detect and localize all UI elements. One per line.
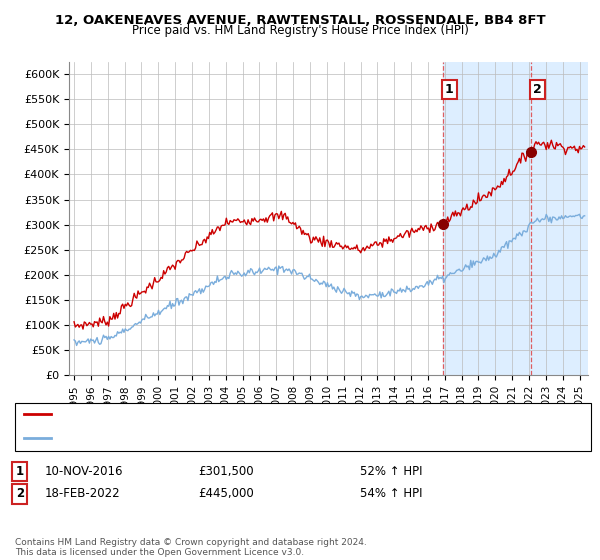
Text: 18-FEB-2022: 18-FEB-2022	[45, 487, 121, 501]
Text: £301,500: £301,500	[198, 465, 254, 478]
Text: 12, OAKENEAVES AVENUE, RAWTENSTALL, ROSSENDALE, BB4 8FT: 12, OAKENEAVES AVENUE, RAWTENSTALL, ROSS…	[55, 14, 545, 27]
Text: 1: 1	[16, 465, 24, 478]
Text: HPI: Average price, detached house, Rossendale: HPI: Average price, detached house, Ross…	[57, 433, 309, 444]
Text: £445,000: £445,000	[198, 487, 254, 501]
Text: 2: 2	[533, 83, 542, 96]
Bar	[443, 62, 531, 375]
Text: 54% ↑ HPI: 54% ↑ HPI	[360, 487, 422, 501]
Text: Price paid vs. HM Land Registry's House Price Index (HPI): Price paid vs. HM Land Registry's House …	[131, 24, 469, 37]
Text: 1: 1	[445, 83, 454, 96]
Text: 10-NOV-2016: 10-NOV-2016	[45, 465, 124, 478]
Text: 2: 2	[16, 487, 24, 501]
Text: 52% ↑ HPI: 52% ↑ HPI	[360, 465, 422, 478]
Text: 12, OAKENEAVES AVENUE, RAWTENSTALL, ROSSENDALE, BB4 8FT (detached house): 12, OAKENEAVES AVENUE, RAWTENSTALL, ROSS…	[57, 409, 494, 419]
Text: Contains HM Land Registry data © Crown copyright and database right 2024.
This d: Contains HM Land Registry data © Crown c…	[15, 538, 367, 557]
Bar	[531, 62, 588, 375]
